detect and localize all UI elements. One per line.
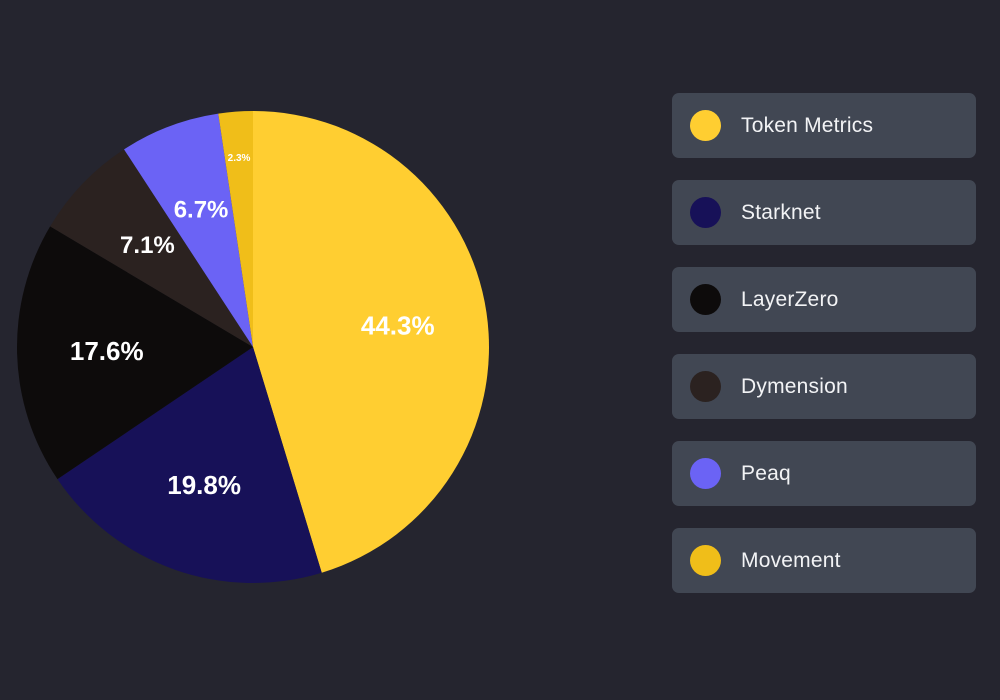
pie-slice-value-label: 7.1% — [120, 232, 175, 259]
legend-item[interactable]: Dymension — [672, 354, 976, 419]
pie-slice[interactable] — [124, 113, 254, 347]
legend-color-swatch-icon — [690, 371, 721, 402]
pie-slice-value-label: 17.6% — [70, 336, 144, 366]
legend-item-label: Token Metrics — [741, 113, 874, 137]
legend-color-swatch-icon — [690, 284, 721, 315]
legend-item[interactable]: Movement — [672, 528, 976, 593]
legend-item-label: Movement — [741, 548, 841, 572]
pie-chart-svg: 44.3% 19.8% 17.6% 7.1% 6.7% 2.3% — [16, 111, 489, 584]
legend-item[interactable]: LayerZero — [672, 267, 976, 332]
legend-item[interactable]: Token Metrics — [672, 93, 976, 158]
pie-slice[interactable] — [253, 111, 489, 573]
pie-slice-group — [16, 111, 489, 584]
pie-slice-label-group: 44.3% 19.8% 17.6% 7.1% 6.7% 2.3% — [70, 153, 435, 500]
chart-legend: Token Metrics Starknet LayerZero Dymension P… — [672, 93, 976, 593]
pie-slice[interactable] — [218, 111, 253, 347]
legend-color-swatch-icon — [690, 110, 721, 141]
legend-item-label: LayerZero — [741, 287, 839, 311]
pie-chart-plot-area: 44.3% 19.8% 17.6% 7.1% 6.7% 2.3% — [16, 111, 489, 584]
legend-item-label: Peaq — [741, 461, 791, 485]
pie-slice-value-label: 19.8% — [167, 470, 241, 500]
pie-slice-value-label: 44.3% — [361, 310, 435, 340]
legend-color-swatch-icon — [690, 458, 721, 489]
legend-item[interactable]: Peaq — [672, 441, 976, 506]
legend-color-swatch-icon — [690, 545, 721, 576]
legend-item-label: Starknet — [741, 200, 821, 224]
legend-item[interactable]: Starknet — [672, 180, 976, 245]
pie-slice[interactable] — [50, 149, 254, 347]
pie-slice-value-label: 2.3% — [228, 153, 251, 164]
pie-slice[interactable] — [57, 347, 322, 584]
pie-slice[interactable] — [16, 226, 253, 480]
pie-slice-value-label: 6.7% — [174, 197, 229, 224]
legend-item-label: Dymension — [741, 374, 848, 398]
legend-color-swatch-icon — [690, 197, 721, 228]
